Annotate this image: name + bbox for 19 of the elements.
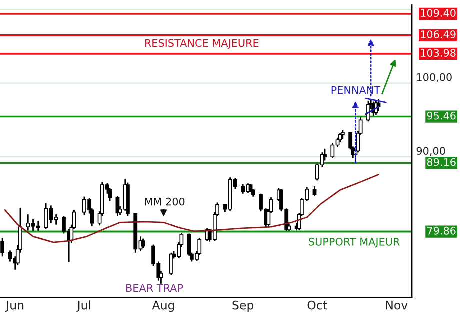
x-tick-label: Aug <box>152 300 174 312</box>
ref-line-label: 109.40 <box>421 9 456 18</box>
annotation: PENNANT <box>332 86 381 94</box>
ref-line-label: 95.46 <box>427 112 456 120</box>
x-tick-label: Sep <box>232 300 254 312</box>
x-tick-label: Jul <box>76 300 90 312</box>
x-tick-label: Jun <box>6 300 24 312</box>
y-tick-label: 90,00 <box>416 147 446 156</box>
annotation: BEAR TRAP <box>126 284 184 292</box>
y-tick-label: 100,00 <box>417 73 452 82</box>
ref-line-label: 103.98 <box>421 49 456 57</box>
annotation: SUPPORT MAJEUR <box>309 238 400 248</box>
annotation: MM 200 <box>145 198 185 206</box>
x-tick-label: Nov <box>386 300 408 310</box>
ref-line-label: 106.49 <box>421 30 456 38</box>
ref-line-label: 79.86 <box>428 226 456 235</box>
annotation: RESISTANCE MAJEURE <box>145 39 259 50</box>
x-tick-label: Oct <box>308 300 328 310</box>
ref-line-label: 89.16 <box>427 158 456 166</box>
